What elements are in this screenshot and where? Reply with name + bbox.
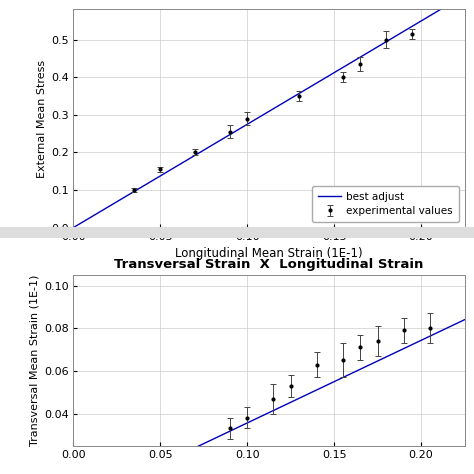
Y-axis label: Transversal Mean Strain (1E-1): Transversal Mean Strain (1E-1) xyxy=(30,274,40,446)
X-axis label: Longitudinal Mean Strain (1E-1): Longitudinal Mean Strain (1E-1) xyxy=(175,246,363,260)
Title: Transversal Strain  X  Longitudinal Strain: Transversal Strain X Longitudinal Strain xyxy=(114,258,424,271)
Legend: best adjust, experimental values: best adjust, experimental values xyxy=(312,186,459,222)
Y-axis label: External Mean Stress: External Mean Stress xyxy=(36,59,47,178)
